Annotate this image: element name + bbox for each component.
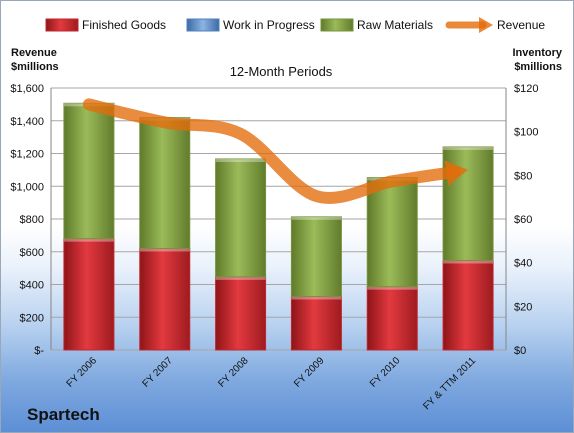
bar-top-highlight [139, 248, 190, 252]
chart-title: 12-Month Periods [230, 64, 333, 79]
x-label-fy-2007: FY 2007 [140, 355, 175, 390]
x-label-fy-2010: FY 2010 [368, 355, 403, 390]
legend-arrow-revenue [479, 17, 493, 33]
legend-swatch-work-in-progress [186, 18, 220, 32]
legend-label-raw-materials: Raw Materials [357, 18, 433, 32]
right-tick-label: $0 [514, 345, 526, 357]
left-axis-title-line1: Revenue [11, 47, 57, 59]
x-axis-labels: FY 2006 FY 2007 FY 2008 FY 2009 FY 2010 FY & … [65, 355, 479, 412]
left-tick-label: $400 [20, 280, 44, 292]
bar-top-highlight [291, 216, 342, 220]
chart-legend: Finished Goods Work in Progress Raw Materi… [45, 17, 545, 33]
bar-raw-materials-fy-2007 [139, 116, 191, 249]
right-axis-title-line1: Inventory [512, 47, 562, 59]
left-tick-label: $1,400 [10, 116, 44, 128]
legend-label-finished-goods: Finished Goods [82, 18, 166, 32]
right-tick-label: $80 [514, 170, 532, 182]
bar-finished-goods-fy-2006 [63, 238, 115, 351]
legend-swatch-finished-goods [45, 18, 79, 32]
right-tick-label: $60 [514, 214, 532, 226]
bar-raw-materials-fy-2008 [215, 158, 267, 278]
bar-finished-goods-fy-ttm-2011 [442, 259, 494, 351]
left-axis-ticks: $- $200 $400 $600 $800 $1,000 $1,200 $1,400 $1,6… [10, 83, 44, 357]
revenue-line [82, 98, 461, 204]
right-tick-label: $40 [514, 258, 532, 270]
x-label-fy-2009: FY 2009 [292, 355, 327, 390]
x-label-fy-2006: FY 2006 [65, 355, 100, 390]
right-tick-label: $120 [514, 83, 538, 95]
left-tick-label: $1,600 [10, 83, 44, 95]
x-label-fy-ttm-2011: FY & TTM 2011 [421, 355, 478, 412]
bar-top-highlight [291, 296, 342, 300]
bar-finished-goods-fy-2010 [366, 286, 418, 351]
bar-top-highlight [367, 286, 418, 290]
bar-top-highlight [443, 260, 494, 264]
legend-swatch-raw-materials [320, 18, 354, 32]
bar-raw-materials-fy-2010 [366, 177, 418, 288]
bar-finished-goods-fy-2007 [139, 247, 191, 351]
left-axis-title-line2: $millions [11, 61, 59, 73]
right-axis-ticks: $0 $20 $40 $60 $80 $100 $120 [514, 83, 538, 357]
bar-top-highlight [63, 238, 114, 242]
bar-finished-goods-fy-2008 [215, 276, 267, 351]
right-tick-label: $20 [514, 301, 532, 313]
right-tick-label: $100 [514, 127, 538, 139]
bar-top-highlight [443, 146, 494, 150]
bar-top-highlight [215, 158, 266, 162]
left-tick-label: $200 [20, 312, 44, 324]
bar-raw-materials-fy-2009 [290, 216, 342, 298]
left-tick-label: $1,000 [10, 181, 44, 193]
gridlines [50, 87, 507, 351]
legend-label-revenue: Revenue [497, 18, 545, 32]
right-axis-title-line2: $millions [514, 61, 562, 73]
bar-top-highlight [215, 276, 266, 280]
company-name: Spartech [27, 405, 100, 424]
revenue-line-layer [82, 98, 469, 204]
inventory-bars [63, 102, 494, 351]
x-label-fy-2008: FY 2008 [216, 355, 251, 390]
left-tick-label: $1,200 [10, 149, 44, 161]
bar-raw-materials-fy-2006 [63, 102, 115, 240]
bar-finished-goods-fy-2009 [290, 296, 342, 351]
left-tick-label: $800 [20, 214, 44, 226]
left-tick-label: $- [34, 345, 44, 357]
left-tick-label: $600 [20, 247, 44, 259]
revenue-arrowhead [444, 160, 469, 187]
legend-label-work-in-progress: Work in Progress [223, 18, 315, 32]
